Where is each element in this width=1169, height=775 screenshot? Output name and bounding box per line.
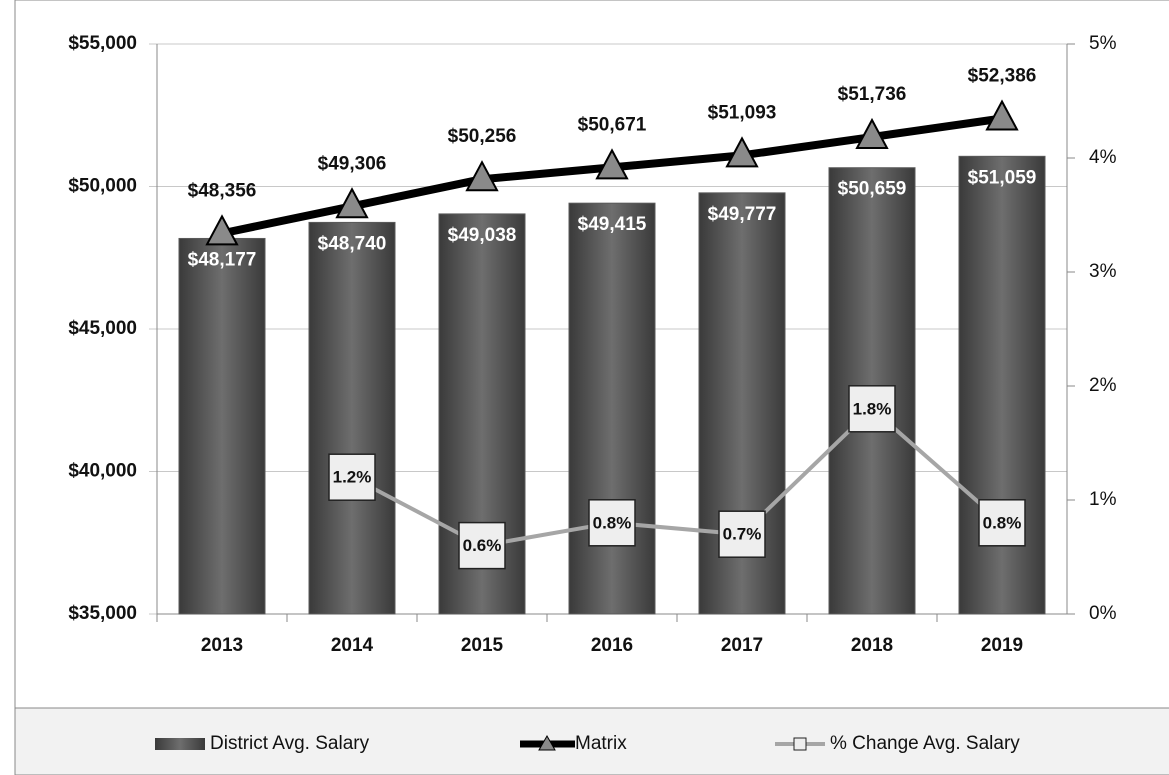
point-marker [855,117,889,150]
point-marker [335,187,369,219]
point-value-label: 0.8% [983,513,1022,532]
bar-value-label: $49,415 [578,214,647,235]
legend-box [14,707,1169,775]
point-value-label: $52,386 [968,66,1037,87]
x-tick-label: 2016 [591,635,633,656]
legend-marker [793,737,807,751]
y-tick-label: $45,000 [68,318,137,339]
x-tick-label: 2015 [461,635,504,656]
y-tick-label: $35,000 [68,603,137,624]
bar-value-label: $50,659 [838,179,907,200]
y-tick-label: $55,000 [68,33,137,54]
legend-label: % Change Avg. Salary [830,733,1020,754]
y2-tick-label: 3% [1089,261,1117,282]
y2-tick-label: 5% [1089,33,1117,54]
x-tick-label: 2013 [201,635,243,656]
point-marker [985,99,1019,131]
y2-tick-label: 0% [1089,603,1117,624]
point-marker [588,499,636,547]
point-marker [718,510,766,558]
point-marker [848,385,896,433]
point-value-label: $49,306 [318,153,387,174]
point-value-label: $50,256 [448,126,517,147]
point-value-label: 1.8% [853,399,892,418]
bar-value-label: $48,740 [318,233,387,254]
bar [178,237,266,615]
bar [308,221,396,615]
point-marker [458,521,506,570]
y2-tick-label: 4% [1089,147,1117,168]
point-marker [725,136,759,168]
y2-tick-label: 1% [1089,489,1117,510]
x-tick-label: 2019 [981,635,1023,656]
point-marker [465,160,499,192]
point-value-label: $51,093 [708,102,777,123]
point-marker [328,453,376,501]
y-tick-label: $40,000 [68,461,137,482]
bar-value-label: $49,038 [448,225,517,246]
bar-value-label: $49,777 [708,204,777,225]
y-tick-label: $50,000 [68,176,137,197]
y2-tick-label: 2% [1089,375,1117,396]
point-value-label: 0.6% [463,536,502,555]
point-value-label: 1.2% [333,468,372,487]
x-tick-label: 2018 [851,635,893,656]
point-marker [205,214,239,246]
point-marker [595,148,629,180]
bar [568,202,656,615]
legend-swatch [155,738,205,750]
x-tick-label: 2014 [331,635,374,656]
legend-label: Matrix [575,733,627,754]
point-value-label: $48,356 [188,180,257,201]
bar-value-label: $48,177 [188,249,257,270]
x-tick-label: 2017 [721,635,763,656]
bar-value-label: $51,059 [968,167,1037,188]
point-value-label: $51,736 [838,84,907,105]
point-value-label: 0.7% [723,525,762,544]
point-value-label: 0.8% [593,513,632,532]
point-marker [978,499,1026,547]
point-value-label: $50,671 [578,114,647,135]
legend-marker [538,734,556,751]
legend-label: District Avg. Salary [210,733,370,754]
